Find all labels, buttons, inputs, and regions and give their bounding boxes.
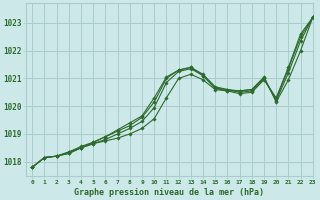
X-axis label: Graphe pression niveau de la mer (hPa): Graphe pression niveau de la mer (hPa) (75, 188, 264, 197)
